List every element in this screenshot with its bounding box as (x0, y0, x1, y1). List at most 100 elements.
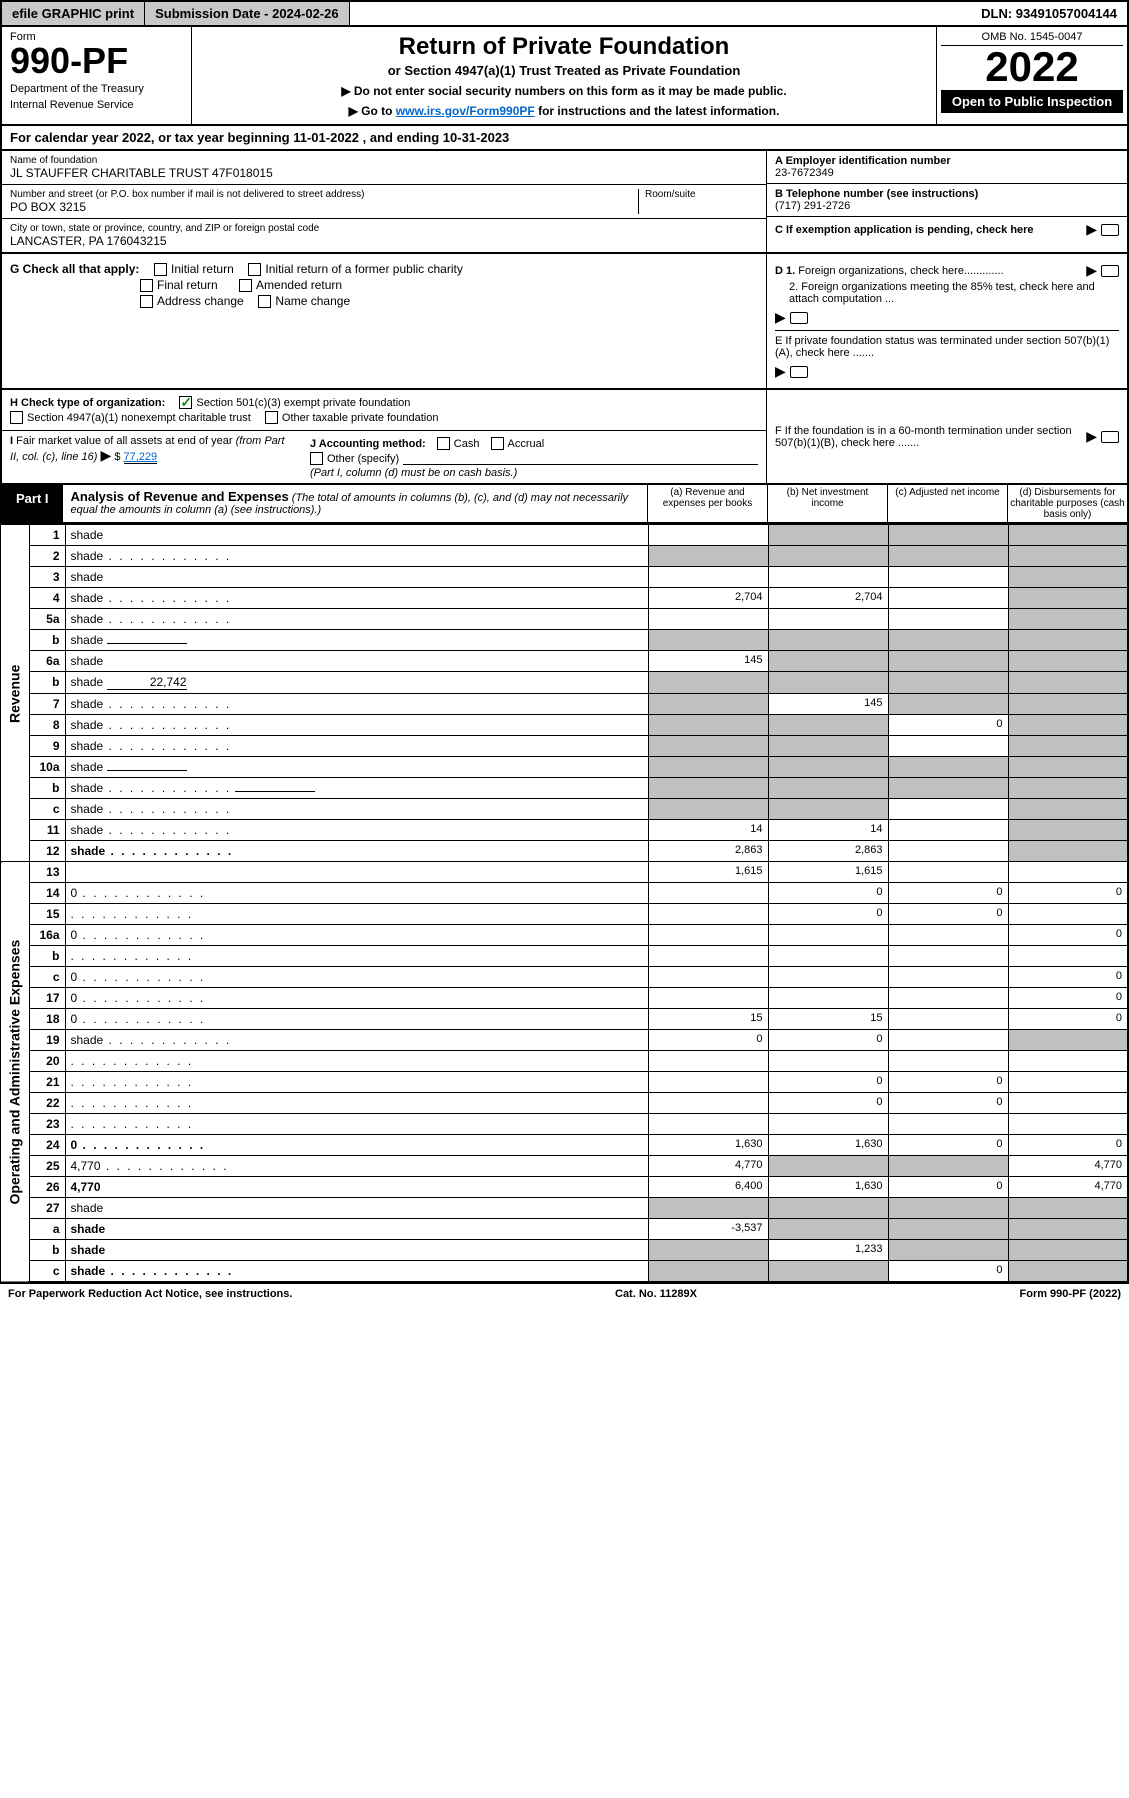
tax-year: 2022 (941, 46, 1123, 88)
exemption-cell: C If exemption application is pending, c… (767, 217, 1127, 242)
amount-cell (768, 1261, 888, 1283)
4947-checkbox[interactable] (10, 411, 23, 424)
501c3-label: Section 501(c)(3) exempt private foundat… (196, 397, 410, 409)
amount-cell (648, 967, 768, 988)
amount-cell (888, 1198, 1008, 1219)
amount-cell (648, 1261, 768, 1283)
other-method-checkbox[interactable] (310, 452, 323, 465)
ein-label: A Employer identification number (775, 155, 1119, 167)
table-row: 3shade (1, 567, 1128, 588)
amount-cell: 145 (768, 694, 888, 715)
amount-cell: 0 (648, 1030, 768, 1051)
efile-print-button[interactable]: efile GRAPHIC print (2, 2, 145, 25)
section-g: G Check all that apply: Initial return I… (0, 254, 1129, 390)
amount-cell: 1,630 (768, 1135, 888, 1156)
amount-cell (648, 1114, 768, 1135)
amount-cell (888, 672, 1008, 694)
paperwork-notice: For Paperwork Reduction Act Notice, see … (8, 1288, 292, 1300)
amount-cell (1008, 651, 1128, 672)
amount-cell (1008, 1093, 1128, 1114)
cash-checkbox[interactable] (437, 437, 450, 450)
form990pf-link[interactable]: www.irs.gov/Form990PF (396, 104, 535, 118)
name-label: Name of foundation (10, 155, 758, 166)
amount-cell (1008, 694, 1128, 715)
line-number: c (29, 1261, 65, 1283)
line-number: 3 (29, 567, 65, 588)
table-row: cshade (1, 799, 1128, 820)
amount-cell (648, 609, 768, 630)
d1-checkbox[interactable] (1101, 265, 1119, 277)
amount-cell (1008, 904, 1128, 925)
amount-cell (1008, 1072, 1128, 1093)
amount-cell: 0 (768, 1030, 888, 1051)
accrual-label: Accrual (508, 438, 545, 450)
line-number: b (29, 946, 65, 967)
fmv-value[interactable]: 77,229 (124, 451, 158, 464)
line-number: 23 (29, 1114, 65, 1135)
table-row: 254,7704,7704,770 (1, 1156, 1128, 1177)
line-description: 0 (65, 1135, 648, 1156)
table-row: bshade1,233 (1, 1240, 1128, 1261)
line-description: 4,770 (65, 1156, 648, 1177)
e-label: E If private foundation status was termi… (775, 335, 1119, 359)
amount-cell (888, 609, 1008, 630)
line-number: 19 (29, 1030, 65, 1051)
amount-cell (648, 736, 768, 757)
form-ref: Form 990-PF (2022) (1020, 1288, 1121, 1300)
amount-cell: 14 (648, 820, 768, 841)
other-taxable-checkbox[interactable] (265, 411, 278, 424)
line-number: 17 (29, 988, 65, 1009)
col-c-header: (c) Adjusted net income (887, 485, 1007, 522)
amount-cell (768, 736, 888, 757)
amount-cell (768, 1156, 888, 1177)
line-description (65, 862, 648, 883)
amount-cell (768, 1114, 888, 1135)
d2-checkbox[interactable] (790, 312, 808, 324)
amount-cell: 1,630 (648, 1135, 768, 1156)
amended-return-checkbox[interactable] (239, 279, 252, 292)
line-number: 9 (29, 736, 65, 757)
amount-cell (768, 1219, 888, 1240)
submission-date: Submission Date - 2024-02-26 (145, 2, 350, 25)
amount-cell (768, 1198, 888, 1219)
c-checkbox[interactable] (1101, 224, 1119, 236)
open-to-public: Open to Public Inspection (941, 90, 1123, 113)
address-change-checkbox[interactable] (140, 295, 153, 308)
line-description: shade (65, 820, 648, 841)
f-checkbox[interactable] (1101, 431, 1119, 443)
amount-cell (768, 1051, 888, 1072)
amount-cell (1008, 736, 1128, 757)
table-row: 264,7706,4001,63004,770 (1, 1177, 1128, 1198)
e-checkbox[interactable] (790, 366, 808, 378)
amount-cell (648, 630, 768, 651)
amount-cell (648, 672, 768, 694)
table-row: Revenue1shade (1, 525, 1128, 546)
final-return-label: Final return (157, 278, 218, 292)
accrual-checkbox[interactable] (491, 437, 504, 450)
name-change-checkbox[interactable] (258, 295, 271, 308)
line-description: shade (65, 715, 648, 736)
amount-cell (1008, 672, 1128, 694)
calendar-year-line: For calendar year 2022, or tax year begi… (0, 126, 1129, 151)
header-right: OMB No. 1545-0047 2022 Open to Public In… (937, 27, 1127, 124)
amount-cell (648, 904, 768, 925)
amount-cell (648, 799, 768, 820)
arrow-icon: ▶ (100, 447, 111, 463)
line-number: b (29, 672, 65, 694)
amount-cell (1008, 1198, 1128, 1219)
amount-cell (648, 988, 768, 1009)
line-number: 15 (29, 904, 65, 925)
line-description (65, 904, 648, 925)
final-return-checkbox[interactable] (140, 279, 153, 292)
initial-former-checkbox[interactable] (248, 263, 261, 276)
line-description: 4,770 (65, 1177, 648, 1198)
amount-cell (888, 1219, 1008, 1240)
initial-return-checkbox[interactable] (154, 263, 167, 276)
line-number: c (29, 799, 65, 820)
amount-cell (768, 525, 888, 546)
table-row: cshade0 (1, 1261, 1128, 1283)
amount-cell (888, 757, 1008, 778)
amount-cell (888, 567, 1008, 588)
501c3-checkbox[interactable] (179, 396, 192, 409)
cat-number: Cat. No. 11289X (615, 1288, 697, 1300)
